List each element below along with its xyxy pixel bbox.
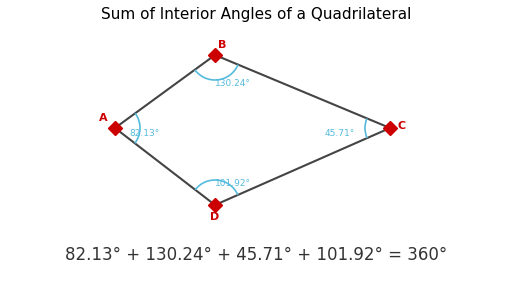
Text: 45.71°: 45.71° (325, 128, 355, 138)
Text: 101.92°: 101.92° (215, 179, 251, 188)
Text: B: B (218, 40, 226, 50)
Text: 82.13°: 82.13° (130, 128, 160, 138)
Text: 130.24°: 130.24° (215, 78, 251, 87)
Text: 82.13° + 130.24° + 45.71° + 101.92° = 360°: 82.13° + 130.24° + 45.71° + 101.92° = 36… (65, 246, 447, 264)
Text: C: C (398, 121, 406, 131)
Text: A: A (99, 113, 108, 123)
Text: Sum of Interior Angles of a Quadrilateral: Sum of Interior Angles of a Quadrilatera… (101, 7, 411, 22)
Text: D: D (210, 212, 220, 222)
